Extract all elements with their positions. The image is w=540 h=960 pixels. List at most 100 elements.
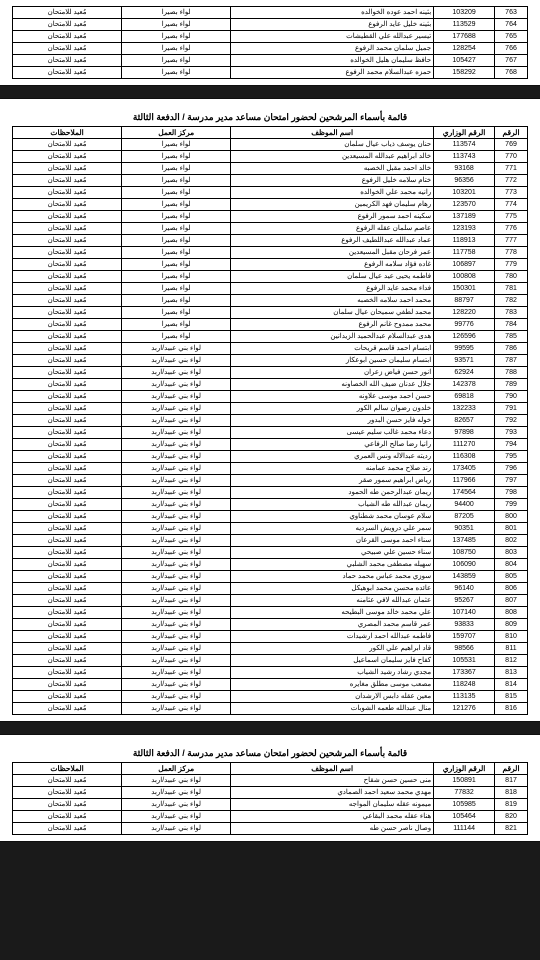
- table-row: 78793571ابتسام سليمان حسين ابوعكازلواء ب…: [13, 355, 528, 367]
- cell-name: خالد ابراهيم عبدالله المسيعدين: [231, 151, 434, 163]
- cell-center: لواء بني عبيد/اربد: [122, 547, 231, 559]
- cell-min: 98566: [434, 643, 495, 655]
- cell-min: 96140: [434, 583, 495, 595]
- cell-center: لواء بصيرا: [122, 7, 231, 19]
- cell-idx: 777: [495, 235, 528, 247]
- col-min-header: الرقم الوزاري: [434, 127, 495, 139]
- cell-name: محمد ممدوح غانم الرفوع: [231, 319, 434, 331]
- cell-note: مُعيد للامتحان: [13, 475, 122, 487]
- cell-name: خالد احمد مقبل الخصبه: [231, 163, 434, 175]
- cell-note: مُعيد للامتحان: [13, 283, 122, 295]
- cell-center: لواء بني عبيد/اربد: [122, 523, 231, 535]
- cell-min: 99595: [434, 343, 495, 355]
- cell-min: 96356: [434, 175, 495, 187]
- cell-center: لواء بصيرا: [122, 307, 231, 319]
- cell-min: 137485: [434, 535, 495, 547]
- table-row: 766128254جميل سلمان محمد الرفوعلواء بصير…: [13, 43, 528, 55]
- cell-min: 121276: [434, 703, 495, 715]
- cell-center: لواء بني عبيد/اربد: [122, 691, 231, 703]
- cell-note: مُعيد للامتحان: [13, 223, 122, 235]
- cell-min: 117758: [434, 247, 495, 259]
- cell-note: مُعيد للامتحان: [13, 187, 122, 199]
- cell-idx: 770: [495, 151, 528, 163]
- cell-note: مُعيد للامتحان: [13, 391, 122, 403]
- cell-center: لواء بني عبيد/اربد: [122, 667, 231, 679]
- cell-name: مصعب موسى مطلق مغايره: [231, 679, 434, 691]
- cell-min: 87205: [434, 511, 495, 523]
- cell-center: لواء بني عبيد/اربد: [122, 367, 231, 379]
- table-row: 812105531كفاح فايز سليمان اسماعيللواء بن…: [13, 655, 528, 667]
- cell-center: لواء بصيرا: [122, 151, 231, 163]
- cell-name: ميمونه عقله سليمان المواجه: [231, 799, 434, 811]
- cell-note: مُعيد للامتحان: [13, 67, 122, 79]
- header-row-2: الرقم الرقم الوزاري اسم الموظف مركز العم…: [13, 763, 528, 775]
- cell-name: جميل سلمان محمد الرفوع: [231, 43, 434, 55]
- cell-idx: 816: [495, 703, 528, 715]
- col-center-header: مركز العمل: [122, 127, 231, 139]
- table-row: 802137485سناء احمد موسى القرعانلواء بني …: [13, 535, 528, 547]
- cell-name: رهام سليمان فهد الكريمين: [231, 199, 434, 211]
- cell-note: مُعيد للامتحان: [13, 175, 122, 187]
- cell-min: 95267: [434, 595, 495, 607]
- cell-note: مُعيد للامتحان: [13, 199, 122, 211]
- cell-note: مُعيد للامتحان: [13, 535, 122, 547]
- cell-center: لواء بصيرا: [122, 235, 231, 247]
- cell-idx: 790: [495, 391, 528, 403]
- cell-center: لواء بصيرا: [122, 187, 231, 199]
- cell-idx: 782: [495, 295, 528, 307]
- cell-min: 77832: [434, 787, 495, 799]
- cell-min: 106090: [434, 559, 495, 571]
- cell-idx: 774: [495, 199, 528, 211]
- cell-idx: 797: [495, 475, 528, 487]
- cell-idx: 815: [495, 691, 528, 703]
- cell-note: مُعيد للامتحان: [13, 451, 122, 463]
- cell-note: مُعيد للامتحان: [13, 499, 122, 511]
- cell-center: لواء بني عبيد/اربد: [122, 703, 231, 715]
- cell-name: خوله فايز حسن البدور: [231, 415, 434, 427]
- table-row: 775137189سكينه احمد سمور الرفوعلواء بصير…: [13, 211, 528, 223]
- table-row: 769113574حنان يوسف ذياب عيال سلمانلواء ب…: [13, 139, 528, 151]
- cell-note: مُعيد للامتحان: [13, 379, 122, 391]
- cell-note: مُعيد للامتحان: [13, 643, 122, 655]
- cell-idx: 806: [495, 583, 528, 595]
- cell-name: عمر قاسم محمد المصري: [231, 619, 434, 631]
- cell-center: لواء بني عبيد/اربد: [122, 535, 231, 547]
- cell-min: 82657: [434, 415, 495, 427]
- cell-idx: 783: [495, 307, 528, 319]
- cell-min: 111144: [434, 823, 495, 835]
- cell-min: 150301: [434, 283, 495, 295]
- cell-idx: 768: [495, 67, 528, 79]
- page-fragment-bottom: قائمة بأسماء المرشحين لحضور امتحان مساعد…: [0, 735, 540, 841]
- cell-idx: 805: [495, 571, 528, 583]
- cell-name: قاد ابراهيم علي الكور: [231, 643, 434, 655]
- cell-idx: 804: [495, 559, 528, 571]
- cell-min: 62924: [434, 367, 495, 379]
- table-row: 776123193عاصم سلمان عقله الرفوعلواء بصير…: [13, 223, 528, 235]
- table-row: 80190351سمر علي درويش السرديهلواء بني عب…: [13, 523, 528, 535]
- table-row: 779106897غاده فؤاد سلامه الرفوعلواء بصير…: [13, 259, 528, 271]
- cell-name: سناء حسين علي صبيحي: [231, 547, 434, 559]
- table-row: 77193168خالد احمد مقبل الخصبهلواء بصيرام…: [13, 163, 528, 175]
- cell-center: لواء بني عبيد/اربد: [122, 655, 231, 667]
- cell-idx: 793: [495, 427, 528, 439]
- cell-idx: 786: [495, 343, 528, 355]
- table-row: 79282657خوله فايز حسن البدورلواء بني عبي…: [13, 415, 528, 427]
- cell-idx: 776: [495, 223, 528, 235]
- table-bottom: الرقم الرقم الوزاري اسم الموظف مركز العم…: [12, 762, 528, 835]
- cell-min: 106897: [434, 259, 495, 271]
- cell-idx: 775: [495, 211, 528, 223]
- cell-name: هدى عبدالسلام عبدالحميد الزيدانين: [231, 331, 434, 343]
- page-fragment-top: 763103209بثينه احمد عوده الخوالدهلواء بص…: [0, 0, 540, 85]
- col-idx-header: الرقم: [495, 763, 528, 775]
- cell-note: مُعيد للامتحان: [13, 343, 122, 355]
- cell-min: 103209: [434, 7, 495, 19]
- cell-idx: 796: [495, 463, 528, 475]
- table-row: 768158292حمزه عبدالسلام محمد الرفوعلواء …: [13, 67, 528, 79]
- cell-center: لواء بصيرا: [122, 331, 231, 343]
- cell-name: فاطمه يحيى عيد عيال سلمان: [231, 271, 434, 283]
- cell-min: 103201: [434, 187, 495, 199]
- cell-note: مُعيد للامتحان: [13, 799, 122, 811]
- cell-name: حنان يوسف ذياب عيال سلمان: [231, 139, 434, 151]
- cell-name: سمر علي درويش السرديه: [231, 523, 434, 535]
- cell-center: لواء بني عبيد/اربد: [122, 463, 231, 475]
